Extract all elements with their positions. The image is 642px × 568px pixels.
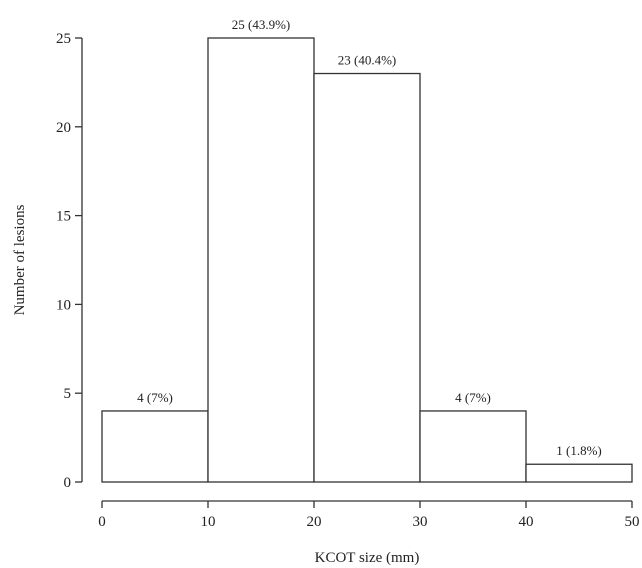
y-tick-label: 5 bbox=[64, 386, 72, 402]
bars bbox=[101, 37, 633, 483]
x-tick-label: 30 bbox=[413, 514, 428, 530]
x-tick-label: 50 bbox=[625, 514, 640, 530]
histogram-bar bbox=[525, 463, 633, 483]
data-labels: 4 (7%) 25 (43.9%) 23 (40.4%) 4 (7%) 1 (1.8%) bbox=[137, 17, 602, 458]
histogram-bar bbox=[313, 72, 421, 483]
x-tick-label: 20 bbox=[307, 514, 322, 530]
x-tick-label: 0 bbox=[98, 514, 106, 530]
bar-data-label: 25 (43.9%) bbox=[232, 17, 291, 32]
x-axis-title: KCOT size (mm) bbox=[315, 550, 420, 566]
x-tick-label: 40 bbox=[519, 514, 534, 530]
y-axis-title: Number of lesions bbox=[12, 204, 28, 315]
bar-data-label: 1 (1.8%) bbox=[556, 443, 602, 458]
histogram-bar bbox=[419, 410, 527, 483]
x-tick-label: 10 bbox=[201, 514, 216, 530]
y-tick-label: 20 bbox=[56, 120, 71, 136]
y-axis: 0 5 10 15 20 25 bbox=[56, 31, 83, 491]
histogram-bar bbox=[101, 410, 209, 483]
bar-data-label: 23 (40.4%) bbox=[338, 53, 397, 68]
bar-data-label: 4 (7%) bbox=[137, 390, 173, 405]
y-tick-label: 15 bbox=[56, 209, 71, 225]
y-tick-label: 0 bbox=[64, 475, 72, 491]
y-tick-label: 25 bbox=[56, 31, 71, 47]
y-tick-label: 10 bbox=[56, 297, 71, 313]
histogram-bar bbox=[207, 37, 315, 483]
bar-data-label: 4 (7%) bbox=[455, 390, 491, 405]
x-axis: 0 10 20 30 40 50 bbox=[98, 500, 640, 530]
